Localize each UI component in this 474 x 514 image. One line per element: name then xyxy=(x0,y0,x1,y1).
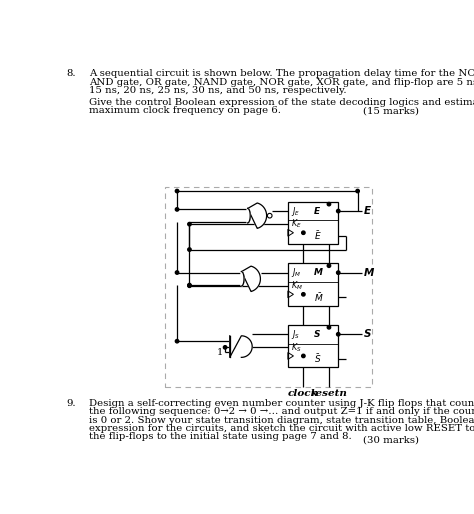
Text: A sequential circuit is shown below. The propagation delay time for the NOT gate: A sequential circuit is shown below. The… xyxy=(89,69,474,78)
Text: S: S xyxy=(364,329,371,339)
Text: expression for the circuits, and sketch the circuit with active low RESET to cle: expression for the circuits, and sketch … xyxy=(89,424,474,433)
Circle shape xyxy=(327,264,331,267)
Circle shape xyxy=(188,248,191,251)
Text: E: E xyxy=(364,206,371,216)
Text: $\bar{E}$: $\bar{E}$ xyxy=(314,229,322,242)
Circle shape xyxy=(301,354,305,358)
Circle shape xyxy=(175,189,179,193)
Polygon shape xyxy=(230,336,252,357)
Text: 8.: 8. xyxy=(66,69,76,78)
Text: resetn: resetn xyxy=(310,389,347,398)
Circle shape xyxy=(337,209,340,213)
Circle shape xyxy=(223,345,227,349)
Text: M: M xyxy=(314,268,323,277)
Text: (15 marks): (15 marks) xyxy=(363,106,419,116)
Text: 15 ns, 20 ns, 25 ns, 30 ns, and 50 ns, respectively.: 15 ns, 20 ns, 25 ns, 30 ns, and 50 ns, r… xyxy=(89,86,346,95)
Polygon shape xyxy=(248,209,250,223)
Polygon shape xyxy=(241,266,260,291)
Circle shape xyxy=(175,208,179,211)
Circle shape xyxy=(301,231,305,234)
Circle shape xyxy=(175,271,179,274)
Text: (30 marks): (30 marks) xyxy=(363,435,419,444)
Circle shape xyxy=(337,333,340,336)
Text: $\bar{S}$: $\bar{S}$ xyxy=(314,353,322,365)
Text: the following sequence: 0→2 → 0 →… and output Z=1 if and only if the count: the following sequence: 0→2 → 0 →… and o… xyxy=(89,407,474,416)
Text: S: S xyxy=(314,330,321,339)
Text: is 0 or 2. Show your state transition diagram, state transition table, Boolean: is 0 or 2. Show your state transition di… xyxy=(89,416,474,425)
Circle shape xyxy=(327,203,331,206)
Circle shape xyxy=(356,189,359,193)
Text: AND gate, OR gate, NAND gate, NOR gate, XOR gate, and flip-flop are 5 ns, 10 ns,: AND gate, OR gate, NAND gate, NOR gate, … xyxy=(89,78,474,87)
Circle shape xyxy=(175,339,179,343)
Text: 1: 1 xyxy=(217,348,224,357)
Text: $K_S$: $K_S$ xyxy=(291,341,301,354)
Text: clock: clock xyxy=(288,389,319,398)
Bar xyxy=(288,263,338,306)
Text: $J_S$: $J_S$ xyxy=(291,328,300,341)
Text: the flip-flops to the initial state using page 7 and 8.: the flip-flops to the initial state usin… xyxy=(89,432,351,441)
Text: $J_M$: $J_M$ xyxy=(291,266,301,279)
Text: $J_E$: $J_E$ xyxy=(291,205,300,217)
Text: $K_M$: $K_M$ xyxy=(291,280,303,292)
Bar xyxy=(288,325,338,368)
Text: M: M xyxy=(364,268,374,278)
Circle shape xyxy=(188,283,191,287)
Text: Design a self-correcting even number counter using J-K flip flops that count in: Design a self-correcting even number cou… xyxy=(89,399,474,408)
Text: Give the control Boolean expression of the state decoding logics and estimate th: Give the control Boolean expression of t… xyxy=(89,98,474,107)
Circle shape xyxy=(337,271,340,274)
Text: 9.: 9. xyxy=(66,399,76,408)
Polygon shape xyxy=(241,271,244,286)
Bar xyxy=(288,202,338,244)
Text: $K_E$: $K_E$ xyxy=(291,218,302,230)
Circle shape xyxy=(188,223,191,226)
Circle shape xyxy=(267,213,272,218)
Polygon shape xyxy=(248,203,266,228)
Circle shape xyxy=(188,284,191,287)
Text: E: E xyxy=(314,207,320,215)
Text: $\bar{M}$: $\bar{M}$ xyxy=(314,291,324,304)
Circle shape xyxy=(327,326,331,329)
Circle shape xyxy=(301,292,305,296)
Text: maximum clock frequency on page 6.: maximum clock frequency on page 6. xyxy=(89,106,281,116)
